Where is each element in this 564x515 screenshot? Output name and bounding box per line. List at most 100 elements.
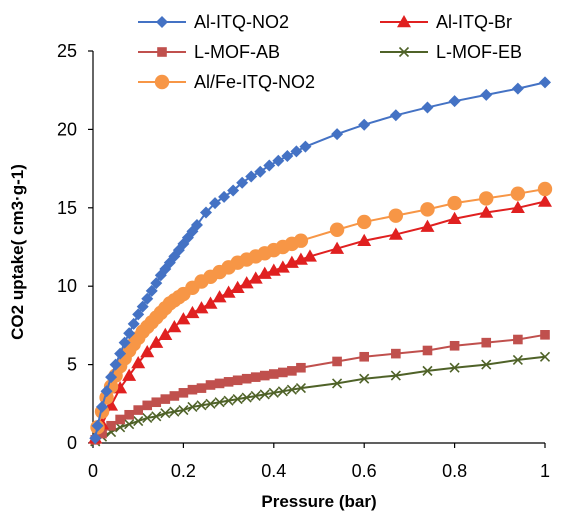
data-point [257,266,272,279]
data-point [105,371,118,384]
data-point [133,405,143,415]
data-point [281,150,294,163]
data-point [187,384,198,395]
x-marker-stroke [151,411,162,422]
data-point [245,170,258,183]
x-marker-stroke [160,408,171,419]
data-point [221,285,236,298]
data-point [357,233,372,246]
legend-marker [398,46,410,58]
data-point [205,380,216,390]
data-point [263,159,276,172]
data-point [200,206,212,219]
data-point [100,385,113,398]
series-group [88,76,553,447]
data-point [214,378,225,389]
data-point [329,222,345,237]
data-point [422,345,433,356]
data-point [248,271,263,284]
data-point [254,165,267,178]
data-point [196,400,207,411]
data-point [150,277,163,290]
data-point [480,88,493,101]
data-point [420,202,435,217]
data-point [357,214,372,230]
data-point [132,308,145,321]
x-tick-label: 0.6 [352,461,377,481]
x-marker-stroke [169,406,180,417]
x-marker-stroke [449,362,460,373]
series-al-itq-no2 [89,76,551,445]
data-point [539,76,551,89]
data-point [218,190,231,203]
data-point [158,327,173,341]
data-point [268,387,279,398]
data-point [190,219,203,232]
data-point [259,370,270,381]
x-marker-stroke [214,397,225,408]
data-point [151,397,162,408]
data-point [212,290,227,303]
data-point [539,351,551,362]
data-point [167,319,182,333]
x-marker-stroke [259,389,270,400]
data-point [178,405,189,416]
data-point [124,409,134,420]
data-point [239,276,254,289]
x-marker-stroke [286,384,297,395]
data-point [388,227,403,240]
data-point [332,356,342,367]
x-marker-stroke [232,394,243,405]
data-point [123,327,136,340]
x-tick-label: 0.4 [261,461,286,481]
data-point [115,422,126,433]
x-marker-stroke [142,412,153,423]
legend-item: L-MOF-AB [138,42,280,62]
data-point [118,336,131,349]
legend-label: L-MOF-EB [436,42,522,62]
data-point [178,388,189,398]
data-point [227,184,240,197]
data-point [142,412,153,423]
legend-marker [397,15,411,28]
data-point [196,383,207,393]
series-al-fe-itq-no2 [90,181,553,435]
data-point [510,200,525,214]
data-point [290,145,303,158]
data-point [266,263,281,276]
data-point [124,419,135,430]
tick-marks [88,50,546,448]
data-point [420,219,435,232]
data-point [145,284,158,297]
data-point [114,347,127,360]
data-point [91,419,104,432]
x-marker-stroke [390,370,401,381]
data-point [269,369,279,379]
series-al-itq-br [88,194,552,444]
data-point [223,395,234,406]
data-point [296,362,306,373]
series-line [94,333,546,441]
data-point [540,330,550,340]
x-marker-stroke [124,419,135,430]
data-point [232,394,243,405]
data-point [115,414,125,425]
y-tick-label: 20 [57,119,77,139]
legend-label: L-MOF-AB [194,42,280,62]
data-point [449,362,460,373]
x-marker-stroke [187,401,198,413]
data-point [447,195,462,211]
legend-item: Al/Fe-ITQ-NO2 [138,72,315,92]
data-point [295,383,306,394]
data-point [286,384,297,395]
data-point [232,375,243,386]
data-point [185,305,200,319]
x-marker-stroke [539,351,551,362]
x-tick-label: 1 [540,461,550,481]
data-point [512,354,523,365]
data-point [331,128,344,141]
x-marker-stroke [241,392,252,403]
data-point [389,109,402,122]
x-marker-stroke [512,354,523,365]
